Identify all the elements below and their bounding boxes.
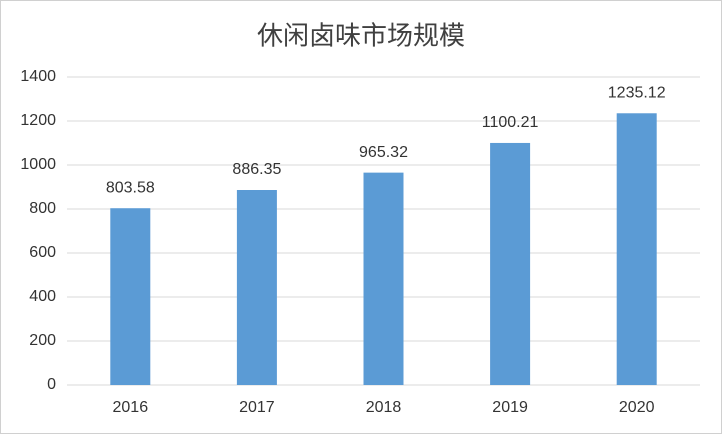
- data-label: 1100.21: [482, 114, 539, 131]
- data-label: 965.32: [359, 144, 408, 161]
- x-tick-label: 2017: [239, 399, 275, 416]
- data-label: 1235.12: [608, 84, 666, 101]
- x-tick-label: 2016: [113, 399, 149, 416]
- y-tick-label: 1000: [20, 156, 56, 173]
- y-tick-label: 400: [29, 288, 56, 305]
- bar: [363, 172, 404, 385]
- x-tick-label: 2020: [619, 399, 655, 416]
- y-tick-label: 800: [29, 200, 56, 217]
- x-tick-label: 2018: [366, 399, 402, 416]
- y-tick-label: 200: [29, 332, 56, 349]
- chart-title: 休闲卤味市场规模: [257, 22, 465, 52]
- y-tick-label: 1400: [20, 68, 56, 85]
- y-tick-label: 1200: [20, 112, 56, 129]
- x-tick-label: 2019: [492, 399, 528, 416]
- y-tick-label: 600: [29, 244, 56, 261]
- bar: [110, 208, 151, 385]
- bar: [616, 113, 657, 386]
- data-label: 803.58: [106, 179, 155, 196]
- y-tick-label: 0: [47, 376, 56, 393]
- bar: [236, 190, 277, 385]
- bar: [490, 142, 531, 385]
- data-label: 886.35: [232, 161, 281, 178]
